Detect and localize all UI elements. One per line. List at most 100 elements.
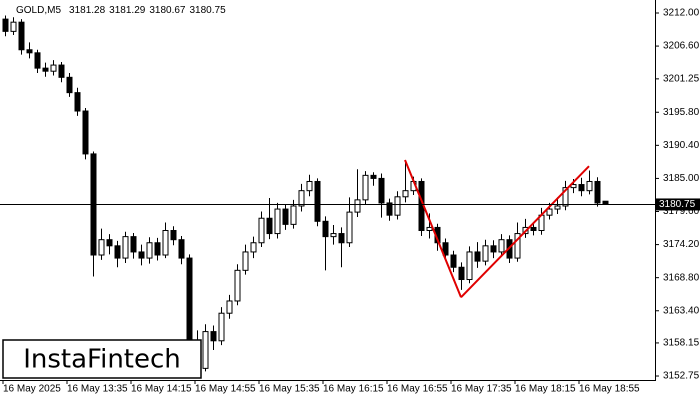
candle-body [474,251,481,262]
ohlc-low: 3180.67 [149,5,186,16]
candle-body [98,239,105,256]
y-tick-label: 3179.60 [663,206,700,217]
candle-body [250,242,257,253]
candle-body [314,180,321,222]
candle-body [306,180,313,192]
ohlc-close: 3180.75 [189,5,226,16]
candle-body [10,21,17,32]
candle-body [354,199,361,213]
candle-body [378,177,385,204]
candle-body [122,236,129,259]
candle-body [26,49,33,54]
y-tick-label: 3168.80 [663,272,700,283]
candle-body [58,64,65,78]
candle-body [2,18,9,32]
candle-body [210,331,217,342]
x-tick-label: 16 May 16:55 [387,384,448,395]
ohlc-high: 3181.29 [109,5,146,16]
ohlc-open: 3181.28 [69,5,106,16]
candle-body [82,110,89,155]
candle-body [490,245,497,253]
candle-body [330,233,337,238]
candle-body [42,67,49,72]
candle-body [346,211,353,244]
candle-body [114,245,121,259]
candle-body [162,229,169,256]
y-tick-label: 3190.40 [663,140,700,151]
y-tick-label: 3152.75 [663,371,700,382]
pattern-line [460,165,590,298]
candle-body [386,202,393,216]
symbol: GOLD,M5 [16,5,61,16]
pattern-line [404,159,462,298]
candle-body [138,251,145,259]
candle-body [466,251,473,281]
candle-body [402,190,409,198]
y-tick-label: 3185.00 [663,173,700,184]
candle-body [394,196,401,216]
candle-body [498,239,505,253]
candle-body [426,226,433,231]
candle-body [338,233,345,244]
candle-body [18,21,25,51]
candle-body [450,254,457,268]
y-tick-label: 3163.40 [663,305,700,316]
x-tick-label: 16 May 16:15 [323,384,384,395]
price-label: 3180.75 [659,199,696,210]
x-tick-label: 16 May 18:15 [515,384,576,395]
candle-body [74,92,81,112]
candle-body [130,236,137,253]
candle-body [482,245,489,262]
candle-body [322,220,329,238]
x-tick-label: 16 May 18:55 [579,384,640,395]
candle-body [362,174,369,201]
y-tick-label: 3201.25 [663,73,700,84]
candle-body [546,208,553,216]
candle-body [178,239,185,259]
candle-body [298,190,305,207]
candle-body [234,269,241,302]
candle-body [186,257,193,345]
candle-body [554,205,561,210]
candle-body [290,205,297,225]
x-tick-label: 16 May 13:35 [67,384,128,395]
logo-box [2,339,202,379]
x-tick-label: 16 May 14:55 [195,384,256,395]
candle-body [66,76,73,94]
candle-body [282,208,289,225]
x-tick-label: 16 May 2025 [3,384,61,395]
candle-body [578,184,585,192]
candle-body [218,312,225,342]
x-tick-label: 16 May 17:35 [451,384,512,395]
candle-body [154,242,161,256]
candle-body [570,184,577,189]
candle-body [442,242,449,256]
candle-body [514,233,521,259]
candle-body [34,52,41,69]
candle-body [458,266,465,281]
candle-body [562,187,569,207]
candle-body [274,208,281,235]
y-tick-label: 3195.80 [663,107,700,118]
candle-body [146,242,153,259]
x-tick-label: 16 May 14:15 [131,384,192,395]
candle-body [530,226,537,231]
candle-body [370,174,377,179]
candle-body [242,251,249,271]
candle-body [586,180,593,192]
candle-body [258,217,265,244]
candle-body [266,217,273,235]
candle-body [106,239,113,247]
candle-body [594,180,601,204]
x-tick-label: 16 May 15:35 [259,384,320,395]
logo: InstaFintech [23,345,181,375]
y-tick-label: 3158.15 [663,338,700,349]
y-tick-label: 3212.00 [663,8,700,19]
candle-body [226,300,233,314]
y-tick-label: 3206.60 [663,41,700,52]
header: GOLD,M5 3181.28 3181.29 3180.67 3180.75 [16,5,226,16]
y-tick-label: 3174.20 [663,239,700,250]
candle-body [50,64,57,72]
